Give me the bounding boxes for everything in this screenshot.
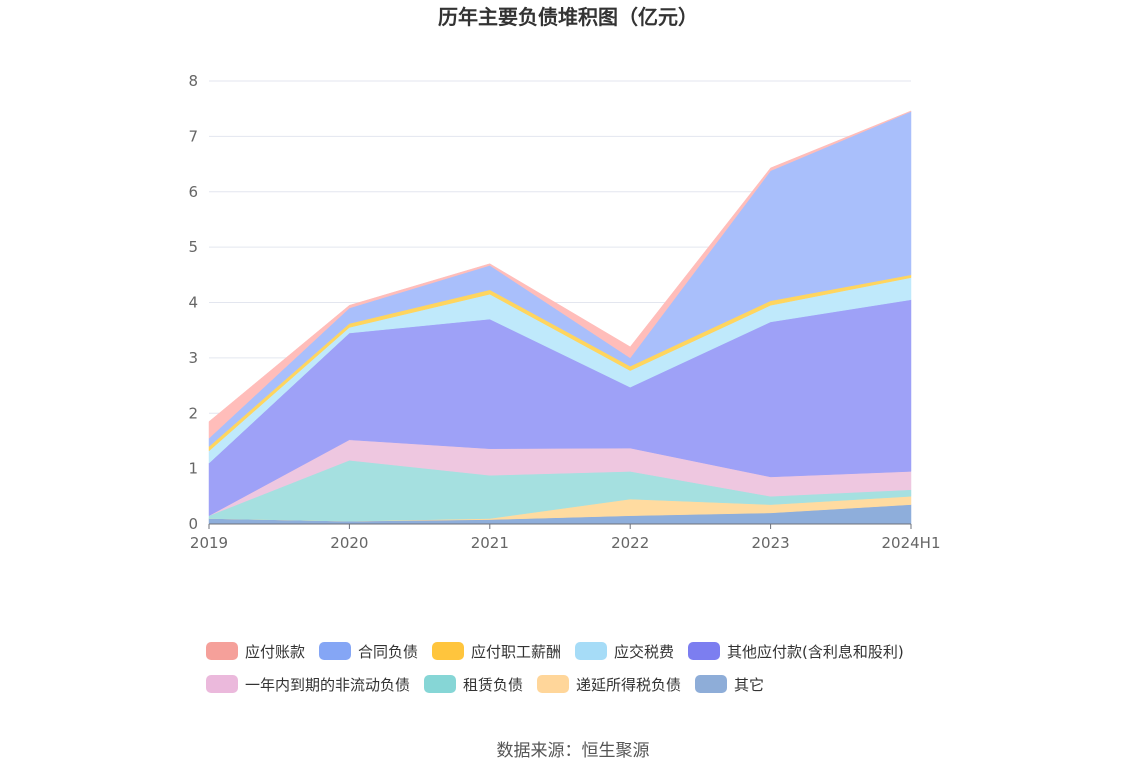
x-tick-label: 2023 [752, 534, 790, 552]
legend[interactable]: 应付账款 合同负债 应付职工薪酬 应交税费 其他应付款(含利息和股利) 一年内到期的非流动… [206, 642, 904, 694]
legend-label: 合同负债 [358, 643, 418, 661]
legend-swatch [206, 675, 238, 693]
legend-item[interactable]: 租赁负债 [424, 675, 523, 694]
legend-label: 应付职工薪酬 [471, 643, 561, 661]
legend-item[interactable]: 合同负债 [319, 642, 418, 661]
legend-swatch [688, 642, 721, 660]
y-tick-label: 1 [188, 460, 198, 478]
legend-item[interactable]: 应付账款 [206, 642, 305, 661]
legend-swatch [206, 642, 238, 660]
legend-swatch [575, 642, 608, 660]
legend-label: 应交税费 [614, 643, 674, 661]
legend-label: 其它 [734, 676, 764, 694]
legend-swatch [537, 675, 570, 693]
legend-item[interactable]: 其他应付款(含利息和股利) [688, 642, 904, 661]
legend-item[interactable]: 递延所得税负债 [537, 675, 681, 694]
y-tick-label: 6 [188, 183, 198, 201]
legend-swatch [695, 675, 728, 693]
legend-item[interactable]: 其它 [695, 675, 764, 694]
legend-label: 递延所得税负债 [576, 676, 681, 694]
legend-label: 其他应付款(含利息和股利) [727, 643, 904, 661]
y-tick-label: 8 [188, 72, 198, 90]
x-tick-label: 2019 [190, 534, 228, 552]
series-areas [208, 110, 912, 525]
legend-label: 一年内到期的非流动负债 [245, 676, 410, 694]
data-source: 数据来源：恒生聚源 [497, 741, 650, 761]
legend-label: 应付账款 [245, 643, 305, 661]
x-tick-label: 2024H1 [882, 534, 941, 552]
y-tick-label: 5 [188, 238, 198, 256]
x-tick-label: 2022 [611, 534, 649, 552]
legend-item[interactable]: 应付职工薪酬 [432, 642, 561, 661]
y-tick-label: 7 [188, 127, 198, 145]
x-tick-label: 2021 [471, 534, 509, 552]
y-tick-label: 4 [188, 294, 198, 312]
legend-swatch [319, 642, 352, 660]
series-area-8[interactable] [208, 110, 912, 439]
y-tick-label: 0 [188, 515, 198, 533]
x-tick-label: 2020 [330, 534, 368, 552]
axes: 0 1 2 3 4 5 6 7 8 2019 2020 2021 2022 2023 2024H1 [188, 72, 940, 552]
legend-swatch [432, 642, 465, 660]
legend-swatch [424, 675, 457, 693]
legend-item[interactable]: 一年内到期的非流动负债 [206, 675, 410, 694]
y-tick-label: 3 [188, 349, 198, 367]
y-tick-label: 2 [188, 404, 198, 422]
legend-item[interactable]: 应交税费 [575, 642, 674, 661]
chart-title: 历年主要负债堆积图（亿元） [438, 5, 698, 29]
legend-label: 租赁负债 [463, 676, 523, 694]
